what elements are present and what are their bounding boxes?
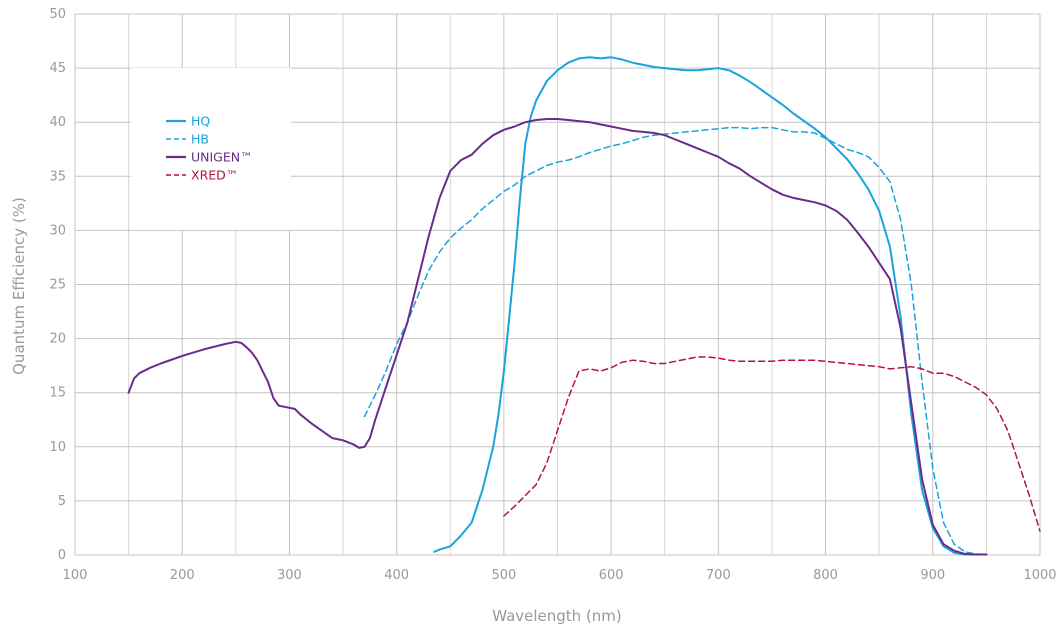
series-lines bbox=[127, 56, 1041, 556]
legend-label: HQ bbox=[191, 114, 210, 129]
legend: HQ HB UNIGEN™ XRED™ bbox=[131, 68, 291, 230]
y-tick-label: 5 bbox=[58, 494, 66, 509]
x-tick-label: 700 bbox=[706, 568, 731, 583]
x-tick-label: 800 bbox=[813, 568, 838, 583]
series-line-xred bbox=[503, 356, 1041, 532]
y-tick-label: 35 bbox=[49, 169, 66, 184]
x-tick-label: 600 bbox=[599, 568, 624, 583]
x-tick-label: 900 bbox=[920, 568, 945, 583]
y-tick-label: 10 bbox=[49, 440, 66, 455]
legend-label: XRED™ bbox=[191, 168, 238, 183]
y-tick-label: 30 bbox=[49, 223, 66, 238]
x-axis-label: Wavelength (nm) bbox=[492, 607, 622, 625]
y-tick-label: 15 bbox=[49, 386, 66, 401]
legend-label: UNIGEN™ bbox=[191, 150, 253, 165]
x-tick-label: 200 bbox=[170, 568, 195, 583]
y-tick-label: 40 bbox=[49, 115, 66, 130]
x-tick-label: 1000 bbox=[1023, 568, 1056, 583]
series-line-hb bbox=[363, 126, 988, 556]
series-line-hq bbox=[433, 56, 988, 556]
y-tick-label: 25 bbox=[49, 278, 66, 293]
legend-label: HB bbox=[191, 132, 209, 147]
x-tick-labels: 100 200 300 400 500 600 700 800 900 1000 bbox=[63, 568, 1057, 583]
y-tick-label: 45 bbox=[49, 61, 66, 76]
x-tick-label: 100 bbox=[63, 568, 88, 583]
y-tick-label: 20 bbox=[49, 332, 66, 347]
y-tick-label: 0 bbox=[58, 548, 66, 563]
x-tick-label: 400 bbox=[384, 568, 409, 583]
legend-box bbox=[131, 68, 291, 230]
x-tick-label: 500 bbox=[491, 568, 516, 583]
y-tick-label: 50 bbox=[49, 7, 66, 22]
y-axis-label: Quantum Efficiency (%) bbox=[10, 197, 28, 375]
series-line-unigen bbox=[127, 118, 988, 556]
x-tick-label: 300 bbox=[277, 568, 302, 583]
y-tick-labels: 0 5 10 15 20 25 30 35 40 45 50 bbox=[49, 7, 66, 563]
